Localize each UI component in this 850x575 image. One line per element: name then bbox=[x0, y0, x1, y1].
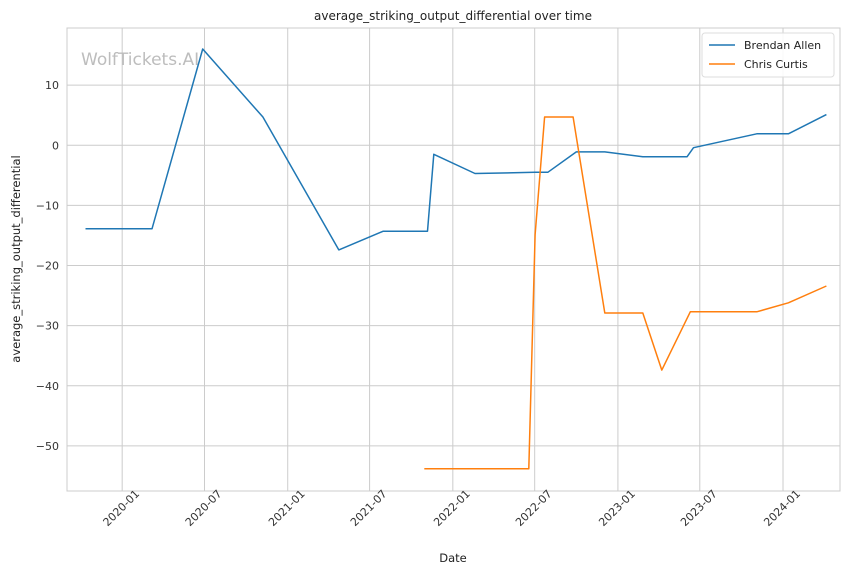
data-point-brendan-allen bbox=[338, 249, 340, 251]
series-line-chris-curtis bbox=[424, 116, 827, 470]
y-tick-label: 0 bbox=[52, 139, 59, 152]
data-point-brendan-allen bbox=[382, 230, 384, 232]
data-point-brendan-allen bbox=[151, 228, 153, 230]
data-point-brendan-allen bbox=[427, 230, 429, 232]
data-point-brendan-allen bbox=[642, 156, 644, 158]
x-axis-label: Date bbox=[439, 551, 467, 565]
y-tick-label: −50 bbox=[36, 440, 59, 453]
data-point-chris-curtis bbox=[604, 312, 606, 314]
data-point-chris-curtis bbox=[642, 312, 644, 314]
legend-box bbox=[701, 32, 835, 78]
data-point-brendan-allen bbox=[262, 116, 264, 118]
x-tick-label: 2021-07 bbox=[348, 487, 390, 529]
data-point-brendan-allen bbox=[474, 173, 476, 175]
y-tick-label: 10 bbox=[45, 79, 59, 92]
x-tick-label: 2021-01 bbox=[266, 487, 308, 529]
y-tick-label: −20 bbox=[36, 260, 59, 273]
data-point-brendan-allen bbox=[547, 171, 549, 173]
data-point-brendan-allen bbox=[433, 153, 435, 155]
data-point-brendan-allen bbox=[85, 228, 87, 230]
x-tick-label: 2022-07 bbox=[513, 487, 555, 529]
data-point-chris-curtis bbox=[756, 311, 758, 313]
data-point-brendan-allen bbox=[534, 171, 536, 173]
x-axis-ticks: 2020-01 2020-07 2021-01 2021-07 2022-01 2022-… bbox=[101, 487, 804, 529]
x-tick-label: 2024-01 bbox=[761, 487, 803, 529]
y-axis-label: average_striking_output_differential bbox=[9, 155, 23, 362]
data-point-brendan-allen bbox=[202, 48, 204, 50]
data-point-chris-curtis bbox=[826, 285, 828, 287]
plot-frame bbox=[66, 27, 841, 492]
x-tick-label: 2023-01 bbox=[596, 487, 638, 529]
x-tick-label: 2020-01 bbox=[101, 487, 143, 529]
plot-area bbox=[67, 28, 840, 491]
data-point-brendan-allen bbox=[604, 151, 606, 153]
data-point-chris-curtis bbox=[528, 468, 530, 470]
chart-title: average_striking_output_differential ove… bbox=[314, 9, 592, 23]
data-point-brendan-allen bbox=[686, 156, 688, 158]
data-point-chris-curtis bbox=[423, 468, 425, 470]
x-tick-label: 2023-07 bbox=[678, 487, 720, 529]
data-point-chris-curtis bbox=[544, 116, 546, 118]
y-tick-label: −40 bbox=[36, 380, 59, 393]
data-point-brendan-allen bbox=[826, 114, 828, 116]
data-point-chris-curtis bbox=[661, 369, 663, 371]
data-point-brendan-allen bbox=[756, 133, 758, 135]
data-point-brendan-allen bbox=[788, 133, 790, 135]
data-point-chris-curtis bbox=[689, 311, 691, 313]
watermark: WolfTickets.AI bbox=[81, 50, 199, 70]
legend: Brendan Allen Chris Curtis bbox=[701, 32, 835, 78]
series-line-brendan-allen bbox=[85, 48, 827, 251]
data-point-chris-curtis bbox=[534, 234, 536, 236]
y-tick-label: −30 bbox=[36, 320, 59, 333]
legend-label-chris-curtis: Chris Curtis bbox=[744, 58, 808, 71]
data-point-chris-curtis bbox=[788, 302, 790, 304]
y-axis-ticks: 10 0 −10 −20 −30 −40 −50 bbox=[36, 79, 59, 453]
data-point-chris-curtis bbox=[572, 116, 574, 118]
legend-label-brendan-allen: Brendan Allen bbox=[744, 39, 821, 52]
series-lines bbox=[85, 48, 828, 470]
x-tick-label: 2022-01 bbox=[431, 487, 473, 529]
data-point-brendan-allen bbox=[693, 147, 695, 149]
y-tick-label: −10 bbox=[36, 199, 59, 212]
x-tick-label: 2020-07 bbox=[183, 487, 225, 529]
data-point-brendan-allen bbox=[575, 151, 577, 153]
